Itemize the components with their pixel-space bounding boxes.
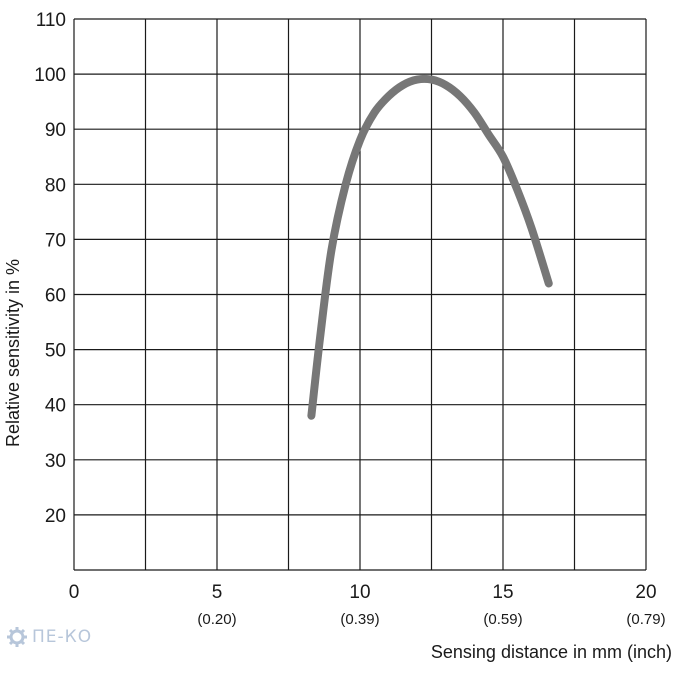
y-tick-label: 110 [36, 10, 66, 31]
x-tick-sublabel: (0.39) [340, 611, 379, 628]
x-tick-label: 10 [349, 582, 370, 603]
x-tick-label: 0 [69, 582, 80, 603]
y-tick-label: 90 [45, 120, 66, 141]
y-tick-label: 70 [45, 230, 66, 251]
y-tick-label: 80 [45, 175, 66, 196]
watermark: ПЕ-КО [6, 626, 92, 648]
x-tick-label: 15 [492, 582, 513, 603]
watermark-text: ПЕ-КО [32, 627, 93, 647]
y-tick-label: 60 [45, 286, 66, 307]
y-tick-label: 40 [45, 396, 66, 417]
series-line [307, 74, 553, 420]
gear-icon [7, 627, 27, 647]
x-tick-label: 5 [212, 582, 223, 603]
y-axis-label: Relative sensitivity in % [3, 259, 23, 447]
x-tick-sublabel: (0.59) [483, 611, 522, 628]
y-tick-label: 30 [45, 451, 66, 472]
y-tick-label: 20 [45, 506, 66, 527]
x-axis-tick-labels: 0 5 (0.20) 10 (0.39) 15 (0.59) 20 (0.79) [69, 582, 666, 628]
x-tick-label: 20 [635, 582, 656, 603]
x-axis-label: Sensing distance in mm (inch) [431, 642, 672, 662]
y-tick-label: 100 [34, 65, 66, 86]
x-tick-sublabel: (0.79) [626, 611, 665, 628]
chart-grid [73, 18, 647, 571]
chart-series [307, 74, 553, 420]
x-tick-sublabel: (0.20) [197, 611, 236, 628]
y-axis-tick-labels: 20 30 40 50 60 70 80 90 100 110 [34, 10, 66, 527]
y-tick-label: 50 [45, 341, 66, 362]
